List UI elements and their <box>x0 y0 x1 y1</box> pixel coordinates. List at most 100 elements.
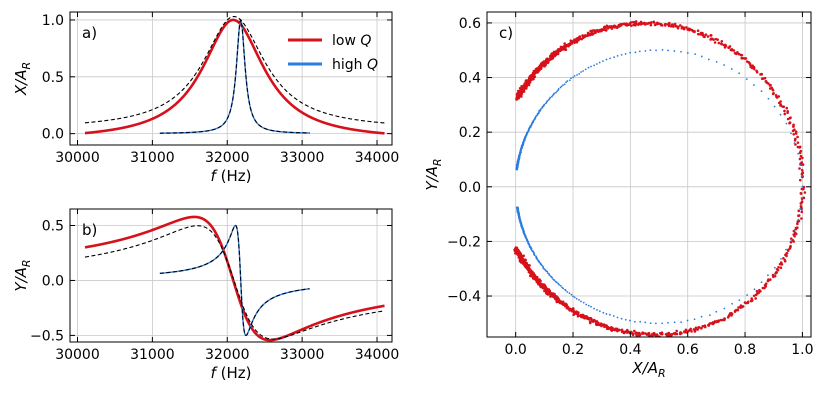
scatter-point <box>749 63 752 67</box>
scatter-point <box>732 49 736 52</box>
fit-curve-a-2 <box>84 15 385 124</box>
scatter-point <box>649 322 652 324</box>
scatter-point <box>800 210 804 214</box>
scatter-point <box>752 67 756 71</box>
data-curve-a-low <box>84 18 385 135</box>
scatter-point <box>755 70 759 74</box>
scatter-point <box>771 88 775 92</box>
scatter-point <box>738 299 741 302</box>
scatter-point <box>559 47 563 51</box>
scatter-point <box>793 228 796 231</box>
scatter-point <box>792 132 796 136</box>
scatter-point <box>754 297 757 300</box>
fit-curve-a-3 <box>159 18 310 134</box>
data-curve-b-low <box>84 215 385 342</box>
scatter-point <box>578 299 580 301</box>
scatter-point <box>606 325 609 329</box>
legend-label-high: high Q <box>332 57 378 73</box>
scatter-point <box>755 289 759 293</box>
scatter-point <box>690 28 694 32</box>
panel-label-b: b) <box>82 221 97 239</box>
scatter-point <box>605 58 608 61</box>
scatter-point <box>610 327 614 330</box>
axes-frame-b <box>69 208 393 343</box>
scatter-point <box>783 258 787 262</box>
scatter-point <box>588 320 592 323</box>
scatter-point <box>793 142 796 145</box>
scatter-point <box>598 61 601 64</box>
xtick-label: 0.4 <box>619 342 641 358</box>
scatter-point <box>610 24 613 28</box>
scatter-point <box>649 23 653 27</box>
scatter-point <box>593 307 595 310</box>
scatter-point <box>554 280 557 283</box>
scatter-point <box>583 35 587 38</box>
scatter-point <box>682 27 686 31</box>
scatter-point <box>566 80 569 82</box>
ytick-label: 1.0 <box>42 13 64 29</box>
xtick-label: 34000 <box>355 150 400 166</box>
scatter-point <box>638 50 641 53</box>
scatter-point <box>768 84 772 87</box>
scatter-point <box>535 255 537 258</box>
scatter-point <box>752 84 755 86</box>
scatter-point <box>789 116 792 119</box>
scatter-point <box>715 320 718 324</box>
scatter-point <box>783 109 786 113</box>
scatter-point <box>595 63 598 65</box>
scatter-point <box>794 132 798 135</box>
scatter-point <box>608 313 611 316</box>
scatter-point <box>727 314 731 317</box>
scatter-point <box>772 92 775 95</box>
scatter-point <box>673 321 676 324</box>
scatter-series-high-Q <box>515 48 804 325</box>
scatter-point <box>737 306 740 309</box>
scatter-point <box>521 90 524 93</box>
scatter-point <box>639 320 642 323</box>
ytick-label: −0.4 <box>447 289 481 305</box>
scatter-point <box>563 83 566 86</box>
scatter-point <box>538 278 541 281</box>
xtick-label: 32000 <box>205 347 250 363</box>
scatter-point <box>549 96 552 99</box>
scatter-point <box>633 329 636 333</box>
scatter-point <box>652 21 656 24</box>
scatter-point <box>777 265 780 269</box>
scatter-point <box>594 322 598 326</box>
scatter-point <box>786 249 790 252</box>
scatter-point <box>572 76 575 79</box>
scatter-point <box>605 24 609 28</box>
scatter-point <box>663 23 667 26</box>
xtick-label: 1.0 <box>791 342 813 358</box>
scatter-point <box>703 324 707 327</box>
scatter-point <box>800 168 804 172</box>
scatter-point <box>796 222 799 226</box>
y-axis-label-c: Y/AR <box>423 158 444 190</box>
scatter-point <box>532 77 535 81</box>
scatter-point <box>792 240 795 243</box>
scatter-point <box>685 26 688 29</box>
scatter-point <box>654 322 657 325</box>
scatter-point <box>550 293 553 297</box>
plot-area-b <box>84 215 385 342</box>
scatter-point <box>794 130 798 133</box>
scatter-point <box>593 64 596 67</box>
scatter-point <box>715 60 718 63</box>
scatter-point <box>636 331 640 335</box>
scatter-point <box>568 292 571 295</box>
legend: low Q high Q <box>288 33 378 73</box>
x-axis-label-b: f (Hz) <box>211 364 252 382</box>
scatter-point <box>794 232 798 236</box>
scatter-point <box>518 92 522 96</box>
scatter-point <box>753 288 756 291</box>
scatter-point <box>546 99 549 102</box>
scatter-point <box>673 50 676 52</box>
scatter-point <box>779 266 783 269</box>
y-axis-label-b: Y/AR <box>12 259 33 291</box>
scatter-point <box>733 309 737 313</box>
scatter-point <box>778 262 782 266</box>
scatter-point <box>646 332 650 336</box>
scatter-point <box>796 141 800 144</box>
scatter-point <box>708 314 711 317</box>
xtick-label: 0.0 <box>505 342 527 358</box>
